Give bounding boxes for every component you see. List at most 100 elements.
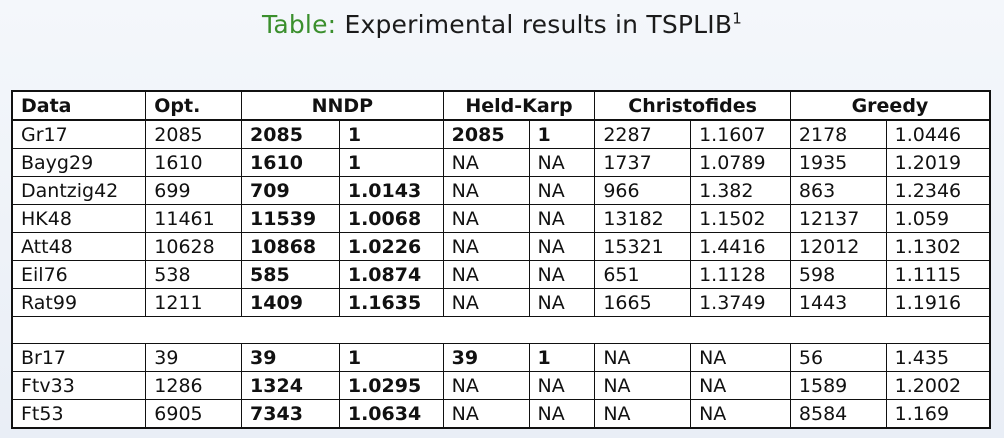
table-row: Gr17 2085 2085 1 2085 1 2287 1.1607 2178 1.0446	[11, 119, 991, 149]
cell-nndp-ratio: 1	[338, 119, 444, 149]
cell-nndp-value: 11539	[241, 204, 340, 233]
cell-nndp-ratio: 1.0295	[338, 371, 444, 400]
cell-christofides-ratio: 1.0789	[690, 148, 791, 177]
cell-held-karp-value: NA	[442, 288, 530, 317]
cell-held-karp-value: NA	[442, 204, 530, 233]
cell-nndp-ratio: 1.0068	[338, 204, 444, 233]
cell-greedy-ratio: 1.1916	[885, 288, 991, 317]
cell-greedy-value: 1589	[789, 371, 887, 400]
cell-greedy-ratio: 1.2002	[885, 371, 991, 400]
cell-data: Ftv33	[11, 371, 147, 400]
table-row: Rat99 1211 1409 1.1635 NA NA 1665 1.3749 1443 1.1…	[11, 288, 991, 317]
header-data: Data	[11, 90, 147, 121]
cell-held-karp-value: NA	[442, 232, 530, 261]
cell-held-karp-ratio: NA	[528, 232, 596, 261]
cell-christofides-value: NA	[594, 399, 692, 429]
header-greedy: Greedy	[789, 90, 991, 121]
cell-opt: 538	[145, 260, 243, 289]
cell-greedy-value: 2178	[789, 119, 887, 149]
cell-christofides-value: 966	[594, 176, 692, 205]
cell-christofides-value: 1737	[594, 148, 692, 177]
cell-held-karp-ratio: NA	[528, 288, 596, 317]
cell-held-karp-ratio: NA	[528, 399, 596, 429]
cell-christofides-ratio: 1.3749	[690, 288, 791, 317]
table-row: Br17 39 39 1 39 1 NA NA 56 1.435	[11, 343, 991, 372]
cell-opt: 39	[145, 343, 243, 372]
table-row: Ftv33 1286 1324 1.0295 NA NA NA NA 1589 1.2002	[11, 371, 991, 400]
table-row: Ft53 6905 7343 1.0634 NA NA NA NA 8584 1.169	[11, 399, 991, 429]
cell-opt: 1610	[145, 148, 243, 177]
cell-held-karp-ratio: NA	[528, 260, 596, 289]
cell-greedy-ratio: 1.1302	[885, 232, 991, 261]
slide-title: Table: Experimental results in TSPLIB1	[0, 8, 1004, 42]
cell-held-karp-value: NA	[442, 260, 530, 289]
table-row: Bayg29 1610 1610 1 NA NA 1737 1.0789 1935 1.2019	[11, 148, 991, 177]
cell-christofides-value: 15321	[594, 232, 692, 261]
header-opt: Opt.	[145, 90, 243, 121]
cell-data: HK48	[11, 204, 147, 233]
cell-greedy-value: 56	[789, 343, 887, 372]
cell-christofides-ratio: NA	[690, 371, 791, 400]
cell-data: Gr17	[11, 119, 147, 149]
cell-held-karp-value: NA	[442, 399, 530, 429]
cell-christofides-ratio: 1.382	[690, 176, 791, 205]
cell-greedy-value: 863	[789, 176, 887, 205]
header-row: Data Opt. NNDP Held-Karp Christofides Gr…	[11, 90, 991, 121]
cell-data: Rat99	[11, 288, 147, 317]
cell-greedy-ratio: 1.169	[885, 399, 991, 429]
cell-nndp-ratio: 1	[338, 343, 444, 372]
cell-nndp-ratio: 1.0874	[338, 260, 444, 289]
cell-nndp-value: 1324	[241, 371, 340, 400]
cell-nndp-value: 585	[241, 260, 340, 289]
cell-held-karp-ratio: 1	[528, 119, 596, 149]
cell-held-karp-ratio: NA	[528, 176, 596, 205]
cell-greedy-ratio: 1.059	[885, 204, 991, 233]
cell-held-karp-ratio: NA	[528, 371, 596, 400]
cell-greedy-value: 8584	[789, 399, 887, 429]
cell-christofides-value: 2287	[594, 119, 692, 149]
cell-opt: 6905	[145, 399, 243, 429]
cell-opt: 2085	[145, 119, 243, 149]
cell-nndp-ratio: 1.0634	[338, 399, 444, 429]
cell-nndp-value: 39	[241, 343, 340, 372]
cell-opt: 699	[145, 176, 243, 205]
cell-greedy-ratio: 1.2019	[885, 148, 991, 177]
title-footnote-mark: 1	[732, 9, 742, 28]
cell-greedy-value: 12012	[789, 232, 887, 261]
cell-held-karp-value: 39	[442, 343, 530, 372]
table-row: Att48 10628 10868 1.0226 NA NA 15321 1.4416 1201…	[11, 232, 991, 261]
cell-greedy-value: 598	[789, 260, 887, 289]
cell-held-karp-value: NA	[442, 176, 530, 205]
cell-opt: 10628	[145, 232, 243, 261]
cell-christofides-ratio: 1.1607	[690, 119, 791, 149]
cell-nndp-value: 1610	[241, 148, 340, 177]
cell-held-karp-value: NA	[442, 148, 530, 177]
cell-nndp-ratio: 1.0226	[338, 232, 444, 261]
header-nndp: NNDP	[241, 90, 444, 121]
cell-data: Br17	[11, 343, 147, 372]
cell-held-karp-ratio: NA	[528, 204, 596, 233]
cell-greedy-ratio: 1.2346	[885, 176, 991, 205]
cell-data: Eil76	[11, 260, 147, 289]
table-row: HK48 11461 11539 1.0068 NA NA 13182 1.1502 12137…	[11, 204, 991, 233]
cell-greedy-value: 12137	[789, 204, 887, 233]
cell-christofides-value: 651	[594, 260, 692, 289]
cell-nndp-ratio: 1	[338, 148, 444, 177]
cell-christofides-value: 1665	[594, 288, 692, 317]
cell-opt: 1286	[145, 371, 243, 400]
table-separator-row	[11, 316, 991, 344]
cell-nndp-value: 1409	[241, 288, 340, 317]
cell-opt: 1211	[145, 288, 243, 317]
results-table: Data Opt. NNDP Held-Karp Christofides Gr…	[11, 90, 991, 429]
cell-nndp-value: 2085	[241, 119, 340, 149]
cell-held-karp-value: NA	[442, 371, 530, 400]
title-label: Table:	[262, 10, 337, 39]
title-text: Experimental results in TSPLIB	[344, 10, 733, 39]
cell-held-karp-value: 2085	[442, 119, 530, 149]
cell-greedy-ratio: 1.435	[885, 343, 991, 372]
cell-greedy-ratio: 1.1115	[885, 260, 991, 289]
cell-held-karp-ratio: 1	[528, 343, 596, 372]
cell-christofides-ratio: NA	[690, 399, 791, 429]
cell-held-karp-ratio: NA	[528, 148, 596, 177]
cell-nndp-ratio: 1.0143	[338, 176, 444, 205]
